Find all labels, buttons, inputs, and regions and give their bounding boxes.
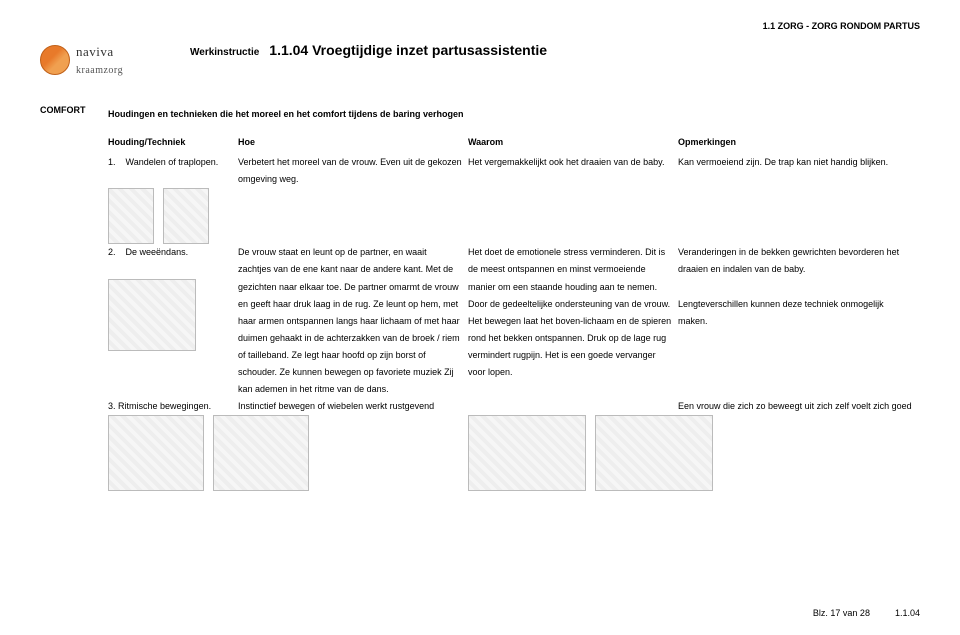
cell-remarks: Een vrouw die zich zo beweegt uit zich z… [678, 398, 920, 415]
cell-remarks: Veranderingen in de bekken gewrichten be… [678, 244, 920, 398]
logo-text: naviva kraamzorg [76, 40, 123, 79]
document-page: 1.1 ZORG - ZORG RONDOM PARTUS naviva kra… [0, 0, 960, 521]
figure-placeholder-icon [468, 415, 586, 491]
cell-why: Het vergemakkelijkt ook het draaien van … [468, 154, 678, 188]
instruction-title-row: Werkinstructie 1.1.04 Vroegtijdige inzet… [190, 38, 547, 63]
row-number: 2. [108, 247, 116, 257]
figure-placeholder-icon [108, 188, 154, 244]
table-image-row [108, 415, 920, 491]
figure-placeholder-icon [213, 415, 309, 491]
figure-placeholder-icon [108, 415, 204, 491]
technique-name: Ritmische bewegingen. [118, 401, 211, 411]
table-header-row: Houding/Techniek Hoe Waarom Opmerkingen [108, 132, 920, 154]
row-number: 1. [108, 157, 116, 167]
section-code-header: 1.1 ZORG - ZORG RONDOM PARTUS [40, 18, 920, 34]
image-cell [108, 188, 920, 244]
col-header-why: Waarom [468, 132, 678, 154]
cell-why: Het doet de emotionele stress vermindere… [468, 244, 678, 398]
technique-name: Wandelen of traplopen. [126, 157, 219, 167]
cell-technique: 2. De weeëndans. [108, 244, 238, 398]
technique-name: De weeëndans. [126, 247, 189, 257]
col-header-how: Hoe [238, 132, 468, 154]
content-area: Houdingen en technieken die het moreel e… [108, 106, 920, 492]
figure-placeholder-icon [163, 188, 209, 244]
cell-how: Instinctief bewegen of wiebelen werkt ru… [238, 398, 468, 415]
logo-name: naviva [76, 44, 114, 59]
table-row: 3. Ritmische bewegingen. Instinctief bew… [108, 398, 920, 415]
logo-sub: kraamzorg [76, 62, 123, 80]
col-header-remarks: Opmerkingen [678, 132, 920, 154]
page-footer: Blz. 17 van 28 1.1.04 [40, 605, 920, 621]
werk-title: 1.1.04 Vroegtijdige inzet partusassisten… [269, 38, 547, 63]
table-row: 2. De weeëndans. De vrouw staat en leunt… [108, 244, 920, 398]
cell-remarks: Kan vermoeiend zijn. De trap kan niet ha… [678, 154, 920, 188]
footer-code: 1.1.04 [895, 608, 920, 618]
techniques-table: Houding/Techniek Hoe Waarom Opmerkingen … [108, 132, 920, 491]
row-number: 3. [108, 401, 116, 411]
image-cell [468, 415, 920, 491]
col-header-technique: Houding/Techniek [108, 132, 238, 154]
table-row: 1. Wandelen of traplopen. Verbetert het … [108, 154, 920, 188]
cell-technique: 3. Ritmische bewegingen. [108, 398, 238, 415]
cell-how: De vrouw staat en leunt op de partner, e… [238, 244, 468, 398]
footer-page: Blz. 17 van 28 [813, 608, 870, 618]
werk-label: Werkinstructie [190, 44, 259, 62]
cell-technique: 1. Wandelen of traplopen. [108, 154, 238, 188]
figure-placeholder-icon [595, 415, 713, 491]
cell-why [468, 398, 678, 415]
table-image-row [108, 188, 920, 244]
cell-how: Verbetert het moreel van de vrouw. Even … [238, 154, 468, 188]
figure-placeholder-icon [108, 279, 196, 351]
image-cell [108, 415, 468, 491]
logo-icon [40, 45, 70, 75]
section-description: Houdingen en technieken die het moreel e… [108, 106, 920, 122]
